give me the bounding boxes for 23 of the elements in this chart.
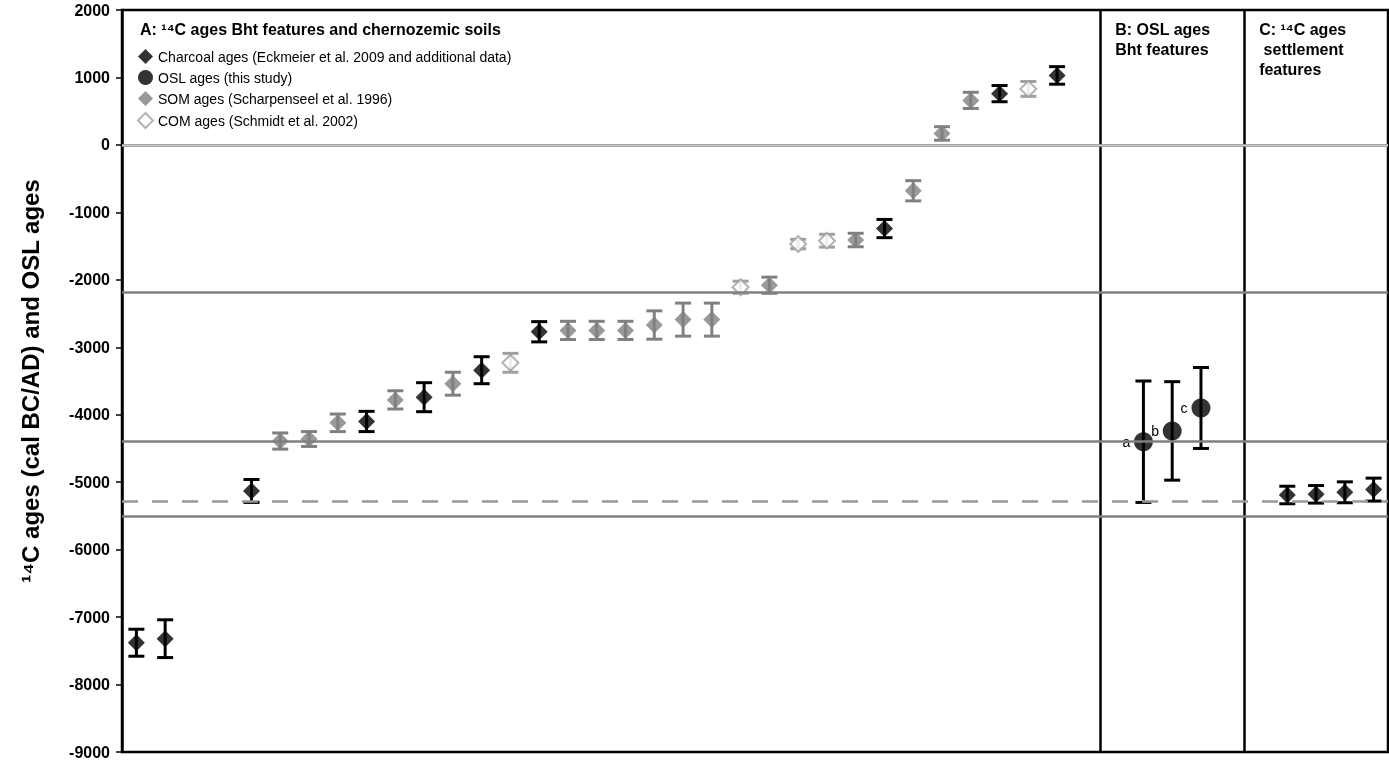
y-tick-label: 1000 [74,68,111,86]
data-label: b [1151,422,1160,439]
annotation: C: ¹⁴C ages settlement features [1259,20,1349,78]
annotation: B: OSL ages Bht features [1115,20,1215,58]
legend-label: COM ages (Schmidt et al. 2002) [158,112,358,129]
legend-label: SOM ages (Scharpenseel et al. 1996) [158,90,393,107]
y-tick-label: -7000 [69,608,111,626]
y-tick-label: -9000 [69,743,111,760]
text: A: ¹⁴C ages Bht features and chernozemic soils [140,20,501,38]
data-label: a [1122,433,1131,450]
y-axis-title: ¹⁴C ages (cal BC/AD) and OSL ages [16,179,44,583]
y-tick-label: -5000 [69,473,111,491]
y-tick-label: -4000 [69,406,111,424]
legend-label: OSL ages (this study) [158,69,293,86]
y-tick-label: 0 [101,136,111,154]
y-tick-label: -1000 [69,203,111,221]
legend-label: Charcoal ages (Eckmeier et al. 2009 and additional data) [158,48,512,65]
y-tick-label: -6000 [69,541,111,559]
y-tick-label: -2000 [69,271,111,289]
y-tick-label: 2000 [74,1,111,19]
data-label: c [1180,399,1188,416]
y-tick-label: -8000 [69,676,111,694]
y-tick-label: -3000 [69,338,111,356]
